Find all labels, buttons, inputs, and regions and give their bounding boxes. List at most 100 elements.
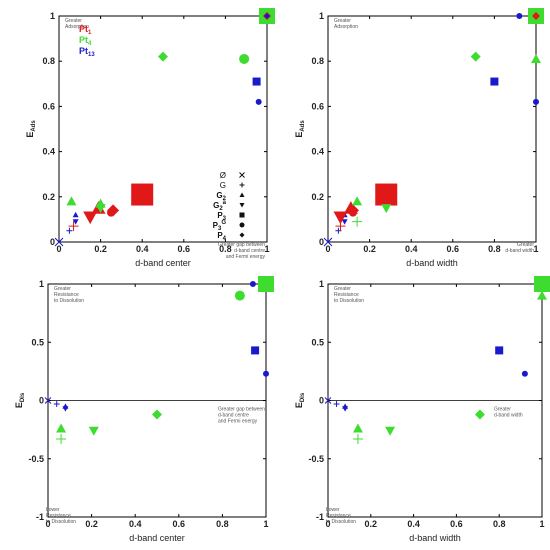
y-tick-label: -1 [316,512,324,522]
annotation-line: Adsorption [65,24,89,30]
y-tick-label: 1 [319,11,324,21]
point-pt13-circle [521,370,528,377]
y-tick-label: 0.6 [42,101,55,111]
point-pt4-diamond [474,409,485,420]
marker-key-diamond [239,232,245,238]
annotation-line: Greater gap between [218,407,265,413]
y-tick-label: 0.8 [42,56,55,66]
annotation-line: Resistance [54,292,79,298]
y-tick-label: 0 [319,396,324,406]
point-pt4-circle [239,53,250,64]
point-pt13-plus [66,227,73,234]
point-pt4-diamond [158,51,168,62]
x-tick-label: 0.2 [363,244,376,254]
point-pt13-square [252,77,261,86]
point-pt13-x [323,237,333,247]
point-pt13-plus [53,400,60,407]
marker-key-label: P4 [217,231,226,242]
x-tick-label: 0 [56,244,61,254]
point-pt4-plus [352,216,363,227]
plot-frame [327,15,537,243]
x-tick-label: 0.6 [447,244,460,254]
y-tick-label: 0.4 [311,147,324,157]
x-tick-label: 1 [533,244,538,254]
x-axis-label: d-band width [409,533,461,543]
annotation-line: d-band width [505,248,534,254]
point-pt13-square [495,346,504,355]
point-pt4-plus [56,433,67,444]
y-tick-label: -1 [36,512,44,522]
annotation-line: Adsorption [334,24,358,30]
panel-bottom-left: 0 0.2 0.4 0.6 0.8 1 -1 -0.5 0 0.5 1 d-band center ED… [14,276,274,543]
annotation-line: Greater [334,18,351,24]
marker-key-x [239,172,245,178]
annotation-line: d-band centre [218,413,249,419]
point-pt13-circle [516,13,523,19]
marker-key-plus [239,182,245,188]
x-tick-label: 0 [325,244,330,254]
point-pt13-triangle-down [341,219,348,225]
y-tick-label: 0.2 [42,192,55,202]
point-pt13-circle [255,98,262,105]
y-tick-label: 0.5 [31,337,44,347]
x-tick-label: 0.6 [450,519,463,529]
point-pt13-triangle-up [72,211,79,218]
annotation-line: Resistance [326,513,351,519]
legend-entry: Pt1 [79,24,92,36]
legend-entry: Pt4 [79,35,92,47]
marker-key-label: G [220,181,226,190]
y-tick-label: 1 [50,11,55,21]
y-tick-label: 0.2 [311,192,324,202]
x-axis-label: d-band center [129,533,185,543]
marker-key-triangle-down [239,203,245,208]
point-pt13-triangle-down [342,406,349,412]
x-tick-label: 0.6 [178,244,191,254]
point-pt13-diamond [264,13,270,19]
point-pt1-diamond [532,12,540,20]
x-tick-label: 0.4 [136,244,149,254]
marker-key-label: Ø [220,171,226,180]
point-pt13-square [490,77,499,86]
point-pt1-triangle-down [333,211,348,225]
point-pt13-triangle-down [72,219,79,225]
x-axis-label: d-band center [135,258,191,268]
point-pt13-circle [249,281,256,287]
point-pt4-triangle-up [352,423,363,433]
annotation-line: to Dissolution [46,519,76,525]
point-pt1-square [131,183,154,206]
point-pt4-square [258,276,274,292]
point-pt4-triangle-up [531,53,541,63]
point-pt1-square [375,183,398,206]
y-tick-label: 0 [319,237,324,247]
point-pt13-circle [263,370,269,377]
plots-layer: 0 0.2 0.4 0.6 0.8 1 0 0.2 0.4 0.6 0.8 1 d-band cente… [14,8,550,543]
annotation-line: and Fermi energy [218,419,258,425]
point-pt13-circle [533,98,539,105]
y-axis-label: EAds [294,120,306,138]
point-pt4-square [534,276,550,292]
y-axis-label: EDis [14,392,26,408]
annotation-line: Greater [54,286,71,292]
x-tick-label: 1 [264,244,269,254]
y-tick-label: 1 [319,279,324,289]
annotation-line: to Dissolution [334,298,364,304]
point-pt1-circle [107,208,115,217]
y-axis-label: EDis [294,392,306,408]
point-pt13-x [324,397,332,404]
annotation-line: Lower [326,507,340,513]
panel-top-left: 0 0.2 0.4 0.6 0.8 1 0 0.2 0.4 0.6 0.8 1 d-band cente… [25,8,275,268]
point-pt1-circle [348,208,357,217]
annotation-line: Greater [517,242,534,248]
marker-key-label: P3G [213,220,227,232]
x-tick-label: 0.8 [488,244,501,254]
y-tick-label: -0.5 [308,454,324,464]
x-tick-label: 0.4 [407,519,420,529]
marker-key-triangle-up [239,192,245,197]
y-tick-label: 0.5 [311,337,324,347]
x-tick-label: 1 [539,519,544,529]
point-pt4-triangle-up [537,290,547,300]
panel-bottom-right: 0 0.2 0.4 0.6 0.8 1 -1 -0.5 0 0.5 1 d-band width EDi… [294,276,550,543]
